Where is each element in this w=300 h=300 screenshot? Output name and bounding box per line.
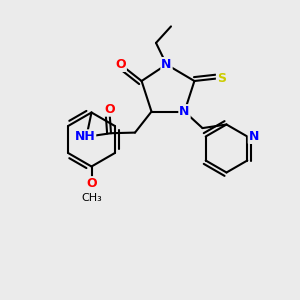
Text: O: O <box>86 177 97 190</box>
Text: N: N <box>161 58 172 71</box>
Text: CH₃: CH₃ <box>81 193 102 203</box>
Text: O: O <box>104 103 115 116</box>
Text: NH: NH <box>74 130 95 143</box>
Text: N: N <box>249 130 259 143</box>
Text: O: O <box>115 58 126 71</box>
Text: N: N <box>179 105 190 118</box>
Text: S: S <box>217 72 226 85</box>
